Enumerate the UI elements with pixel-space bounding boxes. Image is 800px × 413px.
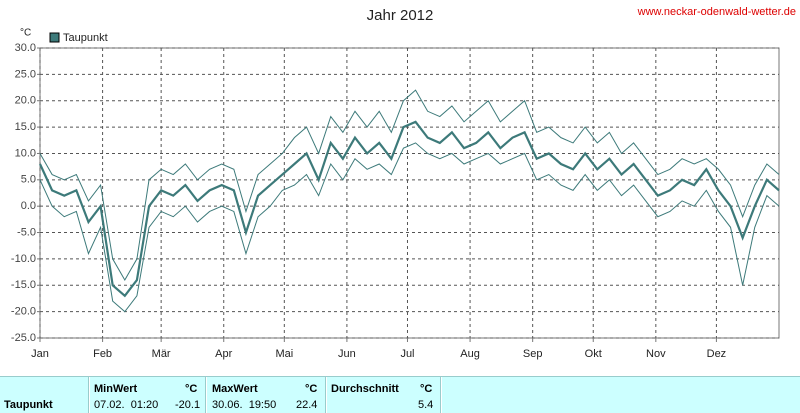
source: www.neckar-odenwald-wetter.de (637, 6, 796, 18)
value: 22.4 (296, 399, 318, 411)
y-tick-label: 15.0 (15, 121, 36, 133)
col-title: MinWert (94, 383, 138, 395)
value: -20.1 (175, 399, 201, 411)
summary-table: Taupunkt MinWert °C 07.02. 01:20 -20.1 M… (0, 376, 800, 413)
x-tick-label: Nov (646, 348, 666, 360)
y-tick-label: 10.0 (15, 147, 36, 159)
x-tick-label: Feb (93, 348, 112, 360)
col-title: Durchschnitt (331, 383, 399, 395)
x-tick-label: Apr (215, 348, 232, 360)
col-title: MaxWert (212, 383, 258, 395)
x-tick-label: Mär (152, 348, 171, 360)
chart-title: Jahr 2012 (367, 7, 434, 24)
value: 5.4 (418, 399, 434, 411)
y-tick-label: 25.0 (15, 68, 36, 80)
x-tick-label: Okt (585, 348, 602, 360)
col-unit: °C (185, 383, 198, 395)
time: 30.06. 19:50 (212, 399, 277, 411)
y-tick-label: 5.0 (21, 174, 36, 186)
y-tick-label: 30.0 (15, 42, 36, 54)
col-unit: °C (420, 383, 433, 395)
series-line (39, 89, 780, 282)
separator (440, 377, 442, 413)
y-tick-label: -25.0 (11, 332, 36, 344)
y-unit: °C (20, 28, 31, 39)
separator (205, 377, 207, 413)
y-tick-label: -20.0 (11, 306, 36, 318)
legend-swatch (49, 32, 60, 43)
x-tick-label: Jul (400, 348, 414, 360)
x-tick-label: Aug (460, 348, 480, 360)
legend-label: Taupunkt (63, 32, 108, 44)
x-tick-label: Mai (275, 348, 293, 360)
y-tick-label: 0.0 (21, 200, 36, 212)
row-label: Taupunkt (4, 399, 53, 411)
time: 07.02. 01:20 (94, 399, 159, 411)
series-line (39, 142, 780, 313)
x-tick-label: Jan (31, 348, 49, 360)
series-line (39, 120, 780, 298)
y-tick-label: -15.0 (11, 279, 36, 291)
plot-area (39, 47, 780, 339)
chart: Jahr 2012 www.neckar-odenwald-wetter.de … (11, 6, 796, 360)
x-tick-label: Jun (338, 348, 356, 360)
y-tick-label: -10.0 (11, 253, 36, 265)
separator (88, 377, 90, 413)
separator (325, 377, 327, 413)
x-tick-label: Dez (707, 348, 727, 360)
x-tick-label: Sep (523, 348, 543, 360)
y-tick-label: -5.0 (17, 226, 36, 238)
col-unit: °C (305, 383, 318, 395)
y-tick-label: 20.0 (15, 95, 36, 107)
